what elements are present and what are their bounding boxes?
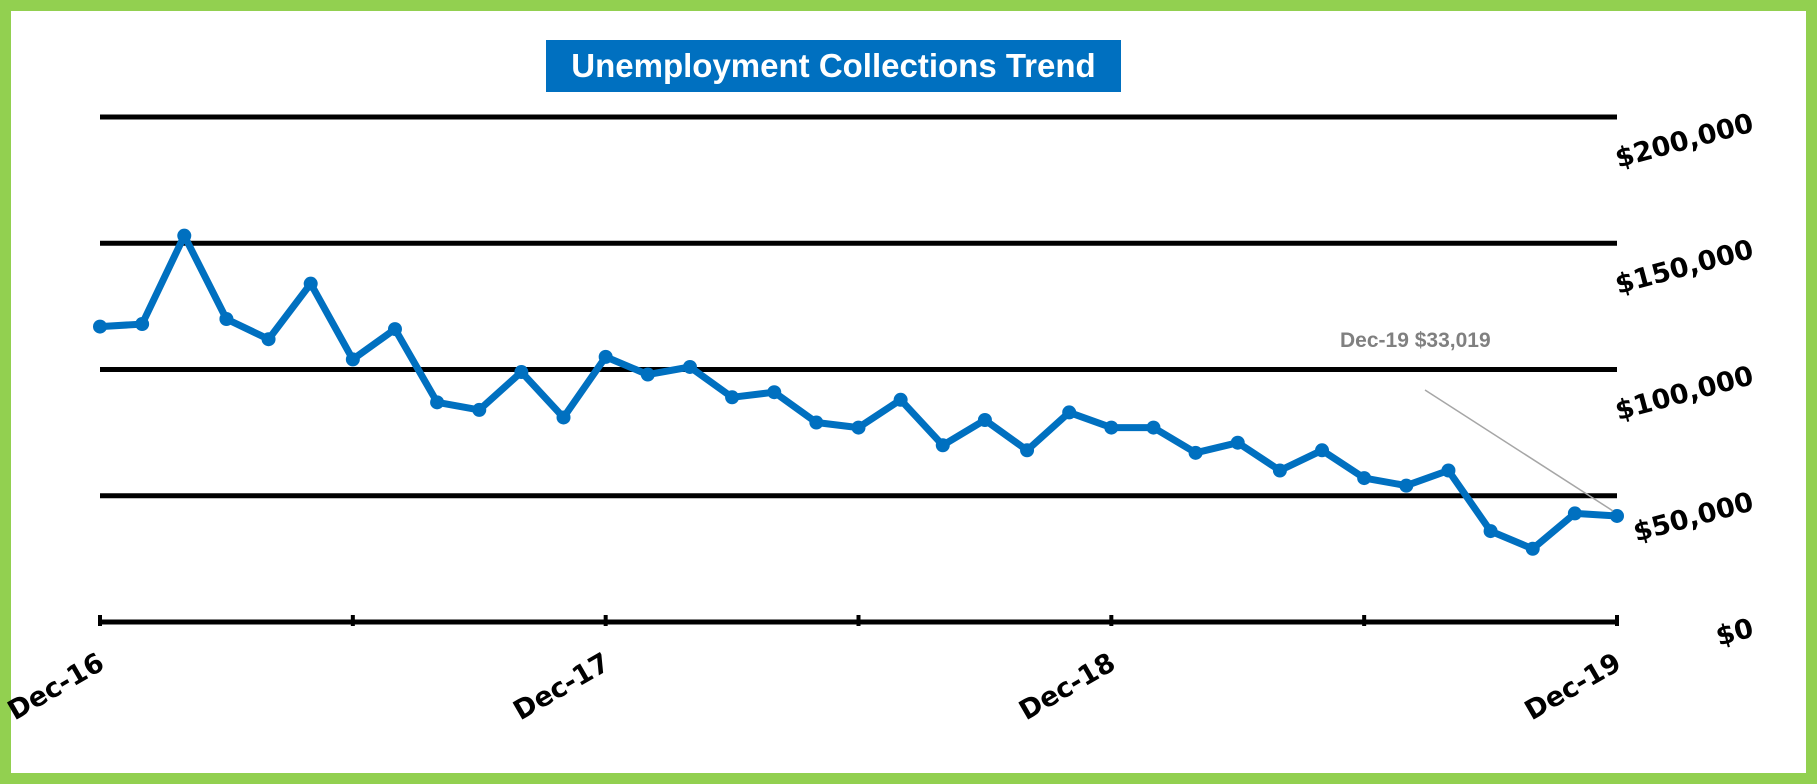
data-point — [1104, 420, 1119, 435]
data-point — [1230, 435, 1245, 450]
data-point — [640, 367, 655, 382]
y-tick-label: $100,000 — [1612, 360, 1757, 427]
data-point — [1399, 478, 1414, 493]
data-point — [430, 395, 445, 410]
data-point — [767, 385, 782, 400]
y-tick-label: $200,000 — [1612, 108, 1757, 175]
data-point — [1441, 463, 1456, 478]
data-point — [514, 365, 529, 380]
annotation-leader-line — [1424, 389, 1614, 512]
data-point — [1357, 471, 1372, 486]
data-point — [1567, 506, 1582, 521]
data-point — [1020, 443, 1035, 458]
data-point — [1062, 405, 1077, 420]
y-tick-label: $50,000 — [1630, 487, 1757, 549]
data-point — [851, 420, 866, 435]
data-point — [472, 402, 487, 417]
data-point — [893, 392, 908, 407]
data-point — [725, 390, 740, 405]
data-point — [935, 438, 950, 453]
data-point — [1483, 524, 1498, 539]
data-point — [1146, 420, 1161, 435]
data-point — [93, 319, 107, 334]
data-point — [1610, 508, 1624, 523]
data-point — [219, 312, 234, 326]
data-point — [345, 352, 360, 367]
data-point — [387, 322, 402, 337]
data-point — [1525, 541, 1540, 556]
series-line — [96, 232, 1621, 553]
data-point — [261, 332, 276, 347]
y-tick-label: $150,000 — [1612, 234, 1757, 301]
data-point — [809, 415, 824, 430]
x-tick-label: Dec-16 — [3, 647, 110, 727]
data-point — [1315, 443, 1330, 458]
chart-title: Unemployment Collections Trend — [546, 40, 1121, 92]
y-tick-label: $0 — [1712, 613, 1756, 653]
data-point — [682, 359, 697, 374]
x-tick-label: Dec-17 — [508, 647, 615, 727]
data-label: Dec-19 $33,019 — [1340, 329, 1491, 352]
data-point — [1272, 463, 1287, 478]
data-point — [598, 349, 613, 364]
data-point — [1188, 445, 1203, 460]
x-tick-label: Dec-18 — [1014, 647, 1121, 727]
data-point — [303, 276, 318, 291]
data-point — [977, 413, 992, 427]
data-point — [556, 410, 571, 425]
data-point — [135, 317, 150, 332]
data-point — [177, 228, 192, 243]
x-tick-label: Dec-19 — [1520, 647, 1627, 727]
